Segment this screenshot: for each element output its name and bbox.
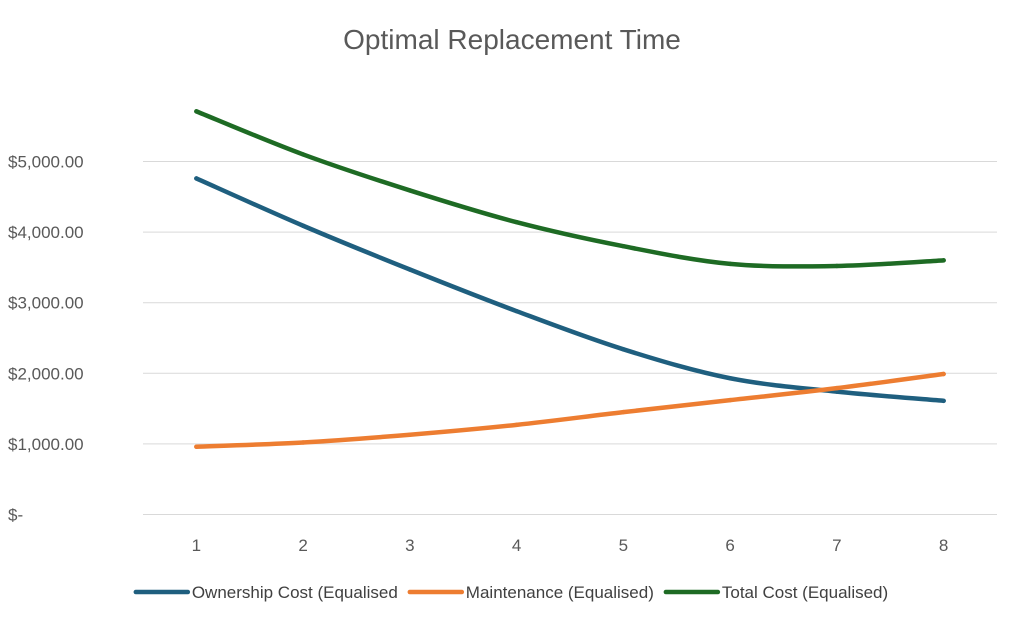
y-tick-label: $1,000.00 (8, 435, 84, 454)
data-point (941, 258, 946, 263)
legend-label: Total Cost (Equalised) (722, 583, 888, 602)
data-point (621, 347, 626, 352)
data-point (514, 308, 519, 314)
series-line-2 (194, 371, 946, 449)
chart-title: Optimal Replacement Time (343, 24, 681, 55)
data-point (194, 176, 199, 181)
data-point (834, 385, 840, 391)
data-point (727, 376, 733, 381)
data-point (834, 263, 840, 269)
legend: Ownership Cost (Equalised Maintenance (Eq… (133, 583, 888, 602)
x-axis-tick-labels: 1 2 3 4 5 6 7 8 (192, 536, 949, 555)
y-tick-label: $5,000.00 (8, 153, 84, 172)
legend-label: Ownership Cost (Equalised (192, 583, 398, 602)
data-point (727, 397, 733, 403)
x-tick-label: 3 (405, 536, 414, 555)
y-tick-label: $4,000.00 (8, 223, 84, 242)
data-point (407, 188, 413, 193)
legend-item: Total Cost (Equalised) (663, 583, 888, 602)
data-point (514, 220, 519, 225)
x-tick-label: 8 (939, 536, 948, 555)
x-tick-label: 7 (832, 536, 841, 555)
y-tick-label: $2,000.00 (8, 364, 84, 383)
data-point (300, 223, 306, 228)
data-point (194, 109, 199, 114)
data-point (407, 432, 413, 437)
series-line-1 (194, 176, 946, 404)
data-point (300, 440, 306, 445)
data-point (407, 267, 413, 272)
data-point (621, 409, 626, 415)
x-tick-label: 6 (725, 536, 734, 555)
data-point (941, 371, 946, 377)
y-tick-label: $- (8, 506, 23, 525)
data-point (834, 389, 840, 394)
legend-item: Maintenance (Equalised) (407, 583, 654, 602)
y-tick-label: $3,000.00 (8, 294, 84, 313)
series-lines (194, 109, 946, 449)
y-axis-tick-labels: $- $1,000.00 $2,000.00 $3,000.00 $4,000.00 $5… (8, 153, 84, 525)
data-point (300, 152, 306, 157)
data-point (194, 444, 199, 449)
series-line-3 (194, 109, 946, 269)
data-point (941, 398, 946, 404)
data-point (621, 244, 626, 249)
data-point (514, 422, 519, 428)
x-tick-label: 5 (619, 536, 628, 555)
data-point (727, 261, 733, 267)
legend-label: Maintenance (Equalised) (466, 583, 654, 602)
gridlines (143, 161, 997, 515)
x-tick-label: 4 (512, 536, 521, 555)
x-tick-label: 2 (298, 536, 307, 555)
x-tick-label: 1 (192, 536, 201, 555)
legend-item: Ownership Cost (Equalised (133, 583, 398, 602)
